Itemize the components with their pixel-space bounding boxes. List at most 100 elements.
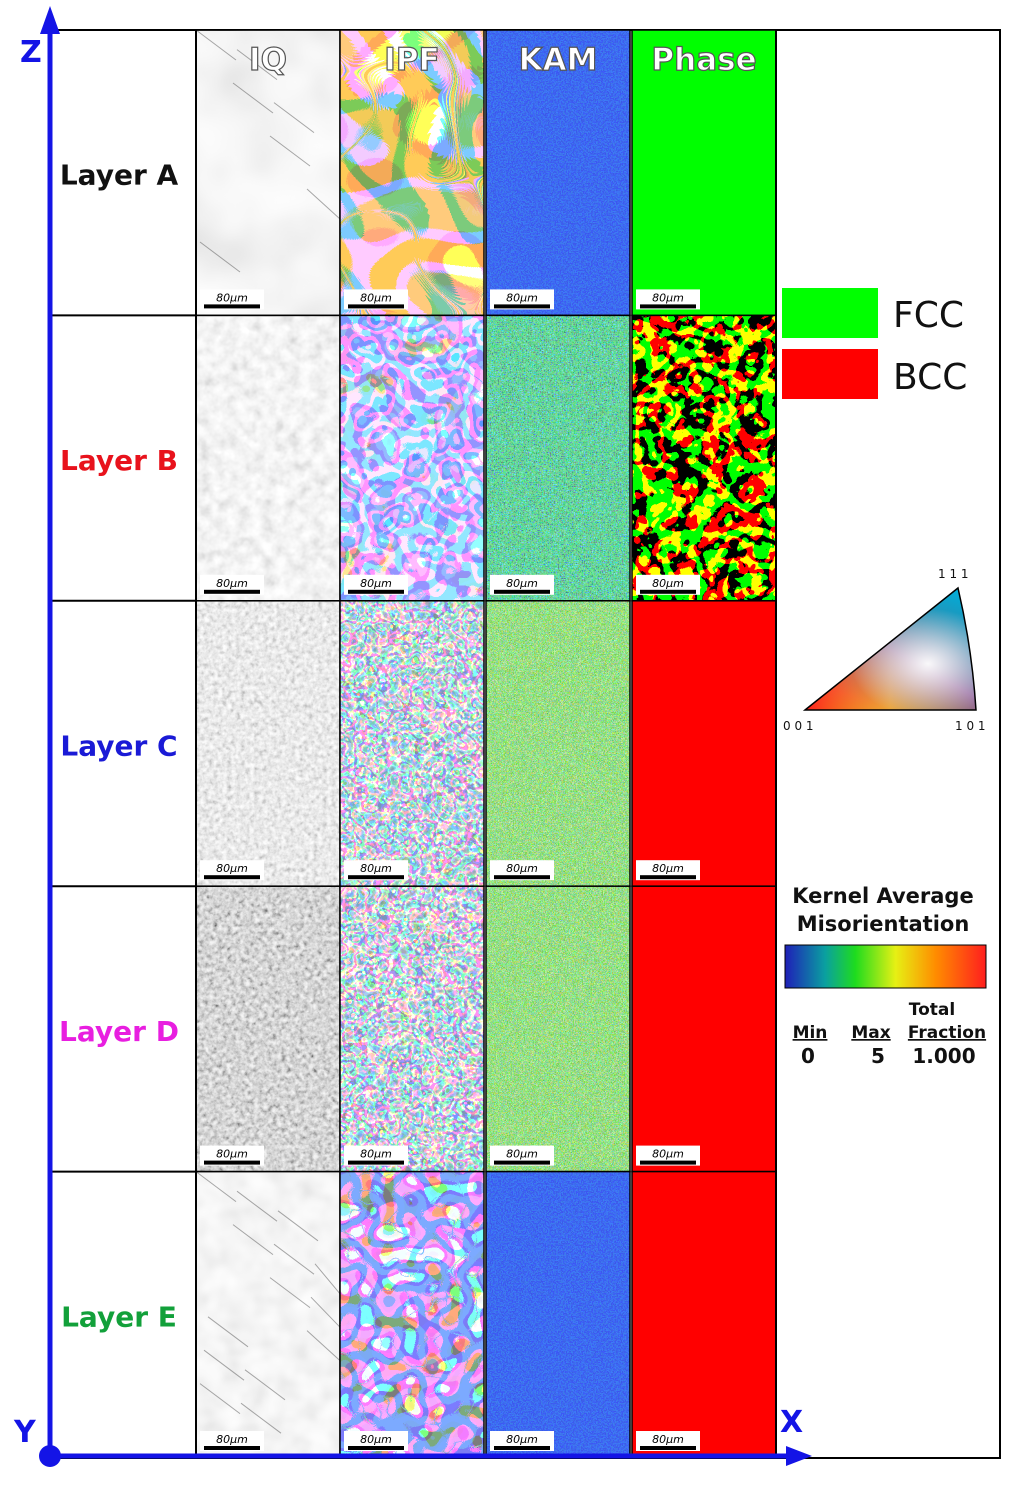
scale-bar: 80μm (490, 1431, 554, 1451)
scale-bar-label: 80μm (506, 291, 538, 304)
iq-map-image (196, 600, 340, 887)
column-header-kam: KAM (519, 42, 598, 78)
scale-bar-label: 80μm (216, 862, 248, 875)
scale-bar: 80μm (636, 860, 700, 881)
scale-bar-line (204, 1160, 260, 1165)
bcc-swatch (782, 349, 878, 399)
scale-bar: 80μm (344, 1145, 408, 1166)
scale-bar-line (204, 304, 260, 309)
phase-map-panel: 80μm (631, 600, 777, 887)
scale-bar: 80μm (344, 289, 408, 310)
iq-map-image (196, 315, 340, 601)
kam-min-label: Min (793, 1023, 828, 1043)
scale-bar: 80μm (490, 289, 554, 310)
scale-bar-label: 80μm (506, 862, 538, 875)
kam-title-line1: Kernel Average (792, 884, 973, 908)
scale-bar-line (640, 1446, 696, 1450)
kam-map-image (486, 600, 630, 887)
layer-label: Layer C (60, 730, 177, 763)
scale-bar: 80μm (636, 289, 700, 310)
kam-title-line2: Misorientation (797, 912, 970, 936)
phase-map-image (632, 886, 776, 1172)
column-header-ipf: IPF (384, 42, 439, 78)
bcc-label: BCC (893, 357, 967, 398)
kam-map-image (486, 886, 630, 1172)
kam-map-image (486, 30, 630, 316)
ipf-map-panel: 80μm (339, 1170, 485, 1458)
scale-bar-label: 80μm (652, 291, 684, 304)
ipf-111-label: 1 1 1 (938, 567, 969, 581)
iq-map-panel: 80μm (195, 885, 341, 1173)
scale-bar-line (348, 1446, 404, 1450)
scale-bar-line (494, 304, 550, 309)
scale-bar: 80μm (344, 1431, 408, 1451)
scale-bar-label: 80μm (652, 577, 684, 590)
kam-total-value: 1.000 (912, 1044, 975, 1068)
layer-row: 80μm 80μm 80μm 80μm (49, 29, 777, 317)
scale-bar-label: 80μm (216, 577, 248, 590)
z-axis: Z (20, 6, 60, 1456)
scale-bar-label: 80μm (652, 1148, 684, 1161)
kam-map-image (486, 315, 630, 601)
scale-bar-label: 80μm (506, 1148, 538, 1161)
kam-map-panel: 80μm (485, 600, 631, 887)
scale-bar-line (204, 1446, 260, 1450)
y-axis-origin-dot (39, 1445, 61, 1467)
scale-bar-label: 80μm (216, 1433, 248, 1446)
kam-map-panel: 80μm (485, 1170, 631, 1458)
scale-bar-line (348, 1160, 404, 1165)
scale-bar-label: 80μm (360, 1148, 392, 1161)
phase-map-panel: 80μm (631, 1170, 777, 1458)
kam-color-bar (784, 944, 987, 989)
iq-map-image (196, 886, 340, 1172)
ipf-color-key: 1 1 1 0 0 1 1 0 1 (783, 567, 986, 733)
phase-map-image (632, 600, 776, 887)
z-axis-arrowhead (40, 6, 60, 34)
scale-bar: 80μm (200, 1145, 264, 1166)
kam-map-image (486, 1171, 630, 1457)
kam-map-panel: 80μm (485, 29, 631, 317)
kam-legend: Kernel Average Misorientation Total Min … (784, 884, 987, 1068)
fcc-swatch (782, 288, 878, 338)
scale-bar-line (204, 589, 260, 594)
phase-legend: FCC BCC (782, 288, 967, 399)
layer-label: Layer A (60, 159, 179, 192)
ipf-map-image (340, 600, 484, 887)
iq-map-panel: 80μm (195, 314, 341, 602)
scale-bar: 80μm (636, 1431, 700, 1451)
scale-bar-label: 80μm (360, 577, 392, 590)
scale-bar: 80μm (636, 1145, 700, 1166)
phase-map-panel: 80μm (631, 29, 777, 317)
column-header-iq: IQ (249, 42, 287, 78)
layer-label: Layer E (61, 1300, 177, 1333)
scale-bar-label: 80μm (506, 577, 538, 590)
z-axis-label: Z (20, 35, 42, 70)
fcc-label: FCC (893, 295, 964, 336)
ipf-map-image (340, 886, 484, 1172)
scale-bar-label: 80μm (216, 1148, 248, 1161)
scale-bar-line (204, 875, 260, 880)
iq-map-panel: 80μm (195, 600, 341, 887)
x-axis-label: X (780, 1405, 803, 1440)
x-axis-arrowhead (786, 1446, 812, 1466)
layer-label: Layer B (60, 444, 178, 477)
layer-row: 80μm 80μm 80μm 80μm (49, 885, 777, 1173)
ipf-map-image (340, 315, 484, 601)
kam-total-label-line2: Fraction (908, 1023, 986, 1043)
layer-row: 80μm 80μm 80μm 80μm (49, 1170, 777, 1458)
phase-map-image (632, 30, 776, 316)
ipf-map-image (340, 1171, 484, 1457)
scale-bar-label: 80μm (360, 862, 392, 875)
scale-bar-line (494, 589, 550, 594)
ipf-001-label: 0 0 1 (783, 719, 814, 733)
kam-map-panel: 80μm (485, 314, 631, 602)
scale-bar: 80μm (200, 574, 264, 595)
scale-bar: 80μm (344, 574, 408, 595)
scale-bar-label: 80μm (360, 1433, 392, 1446)
scale-bar-line (640, 875, 696, 880)
scale-bar: 80μm (490, 1145, 554, 1166)
iq-map-image (196, 30, 340, 316)
kam-total-label-line1: Total (909, 1000, 955, 1020)
iq-map-panel: 80μm (195, 29, 341, 317)
